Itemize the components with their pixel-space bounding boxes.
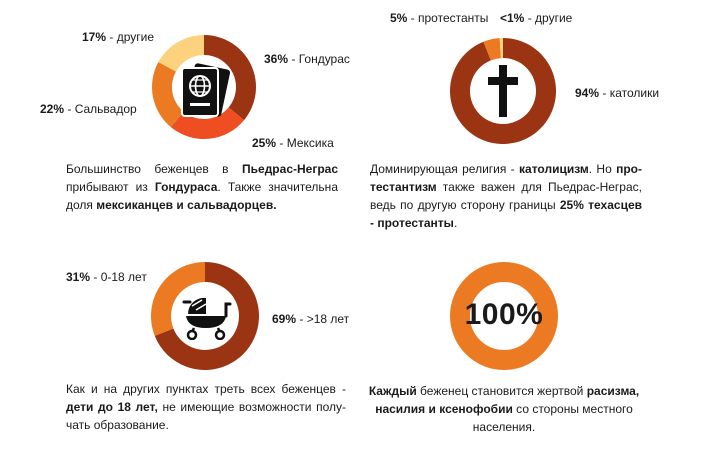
victims-description: Каждый беженец становится жертвой расизм… xyxy=(368,384,640,434)
donut-slice-0-18-лет xyxy=(151,262,205,336)
age-description: Как и на других пунктах треть всех бежен… xyxy=(66,382,346,432)
donut-slice--18-лет xyxy=(154,262,259,370)
donut-slice-Гондурас xyxy=(204,35,257,121)
donut-slice-другие xyxy=(499,38,503,59)
label-adults: 69% - >18 лет xyxy=(272,312,350,326)
donut-slice-Мексика xyxy=(170,107,245,140)
label-protestants: 5% - протестанты xyxy=(390,11,489,25)
passport-icon xyxy=(176,62,234,120)
label-catholics: 94% - католики xyxy=(575,86,660,100)
donut-slice-full xyxy=(450,262,558,370)
center-percent-100: 100% xyxy=(464,298,544,331)
cross-icon xyxy=(488,65,518,117)
donut-slice-протестанты xyxy=(483,38,501,61)
label-other-origin: 17% - другие xyxy=(82,30,154,44)
donut-slice-другие xyxy=(158,35,204,72)
label-children: 31% - 0-18 лет xyxy=(66,270,147,284)
stroller-icon xyxy=(180,294,232,341)
origin-description: Большинство беженцев в Пьедрас-Неграс пр… xyxy=(66,162,338,212)
religion-description: Доминирующая религия - католицизм. Но пр… xyxy=(370,162,642,230)
label-other-religion: <1% - другие xyxy=(500,11,573,25)
donut-slice-Сальвадор xyxy=(151,61,184,128)
label-salvador: 22% - Сальвадор xyxy=(40,102,137,116)
label-mexico: 25% - Мексика xyxy=(252,136,334,150)
donut-slice-католики xyxy=(450,38,557,144)
label-honduras: 36% - Гондурас xyxy=(264,52,350,66)
